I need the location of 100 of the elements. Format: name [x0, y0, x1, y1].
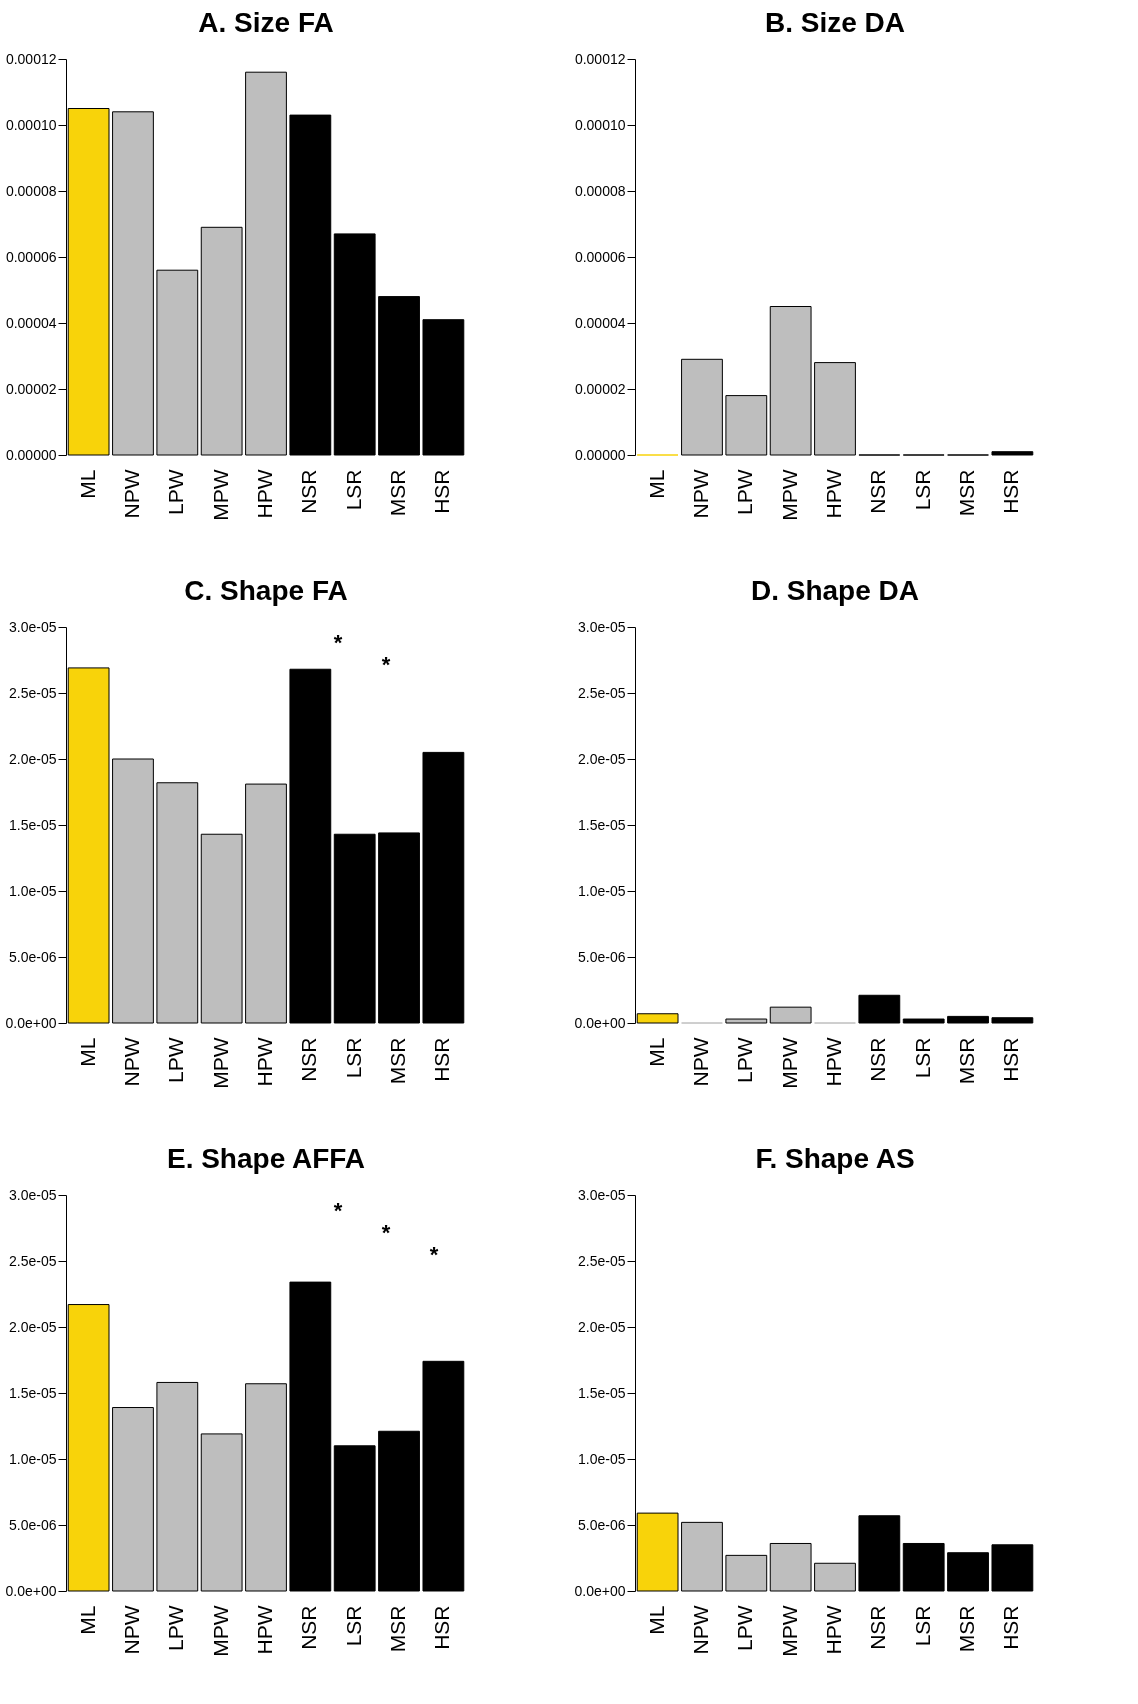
bar: [858, 994, 901, 1024]
x-tick-label: HPW: [822, 469, 845, 519]
x-tick-label: LPW: [733, 1037, 757, 1084]
bar: [245, 71, 287, 456]
y-tick-label: 5.0e-06: [578, 1516, 626, 1533]
x-tick-label: LSR: [910, 1605, 934, 1647]
x-tick-label: NPW: [688, 1605, 712, 1655]
x-tick-label: ML: [644, 469, 668, 499]
x-tick-label: MSR: [386, 469, 410, 517]
y-tick-label: 5.0e-06: [9, 948, 57, 965]
x-tick-label: MPW: [777, 1037, 801, 1089]
y-tick-label: 0.0e+00: [5, 1014, 57, 1031]
chart-title: A. Size FA: [198, 7, 334, 38]
bar: [947, 1552, 989, 1592]
bar: [681, 358, 723, 456]
x-tick-label: MPW: [208, 469, 232, 521]
x-tick-label: NSR: [866, 1605, 890, 1650]
x-tick-label: MSR: [955, 1037, 979, 1085]
y-tick-label: 2.5e-05: [578, 684, 626, 701]
bar: [333, 1445, 376, 1592]
y-tick-label: 0.00004: [574, 314, 626, 331]
x-tick-label: LSR: [910, 469, 934, 511]
x-tick-label: HPW: [822, 1037, 845, 1087]
y-tick-label: 0.00000: [574, 446, 626, 463]
x-tick-label: MSR: [386, 1605, 410, 1653]
chart-title: C. Shape FA: [184, 575, 348, 606]
x-tick-label: NPW: [119, 1605, 143, 1655]
bar: [814, 1562, 856, 1592]
bar: [200, 1433, 243, 1592]
y-tick-label: 0.0e+00: [5, 1582, 57, 1599]
y-tick-label: 1.5e-05: [9, 816, 57, 833]
y-tick-label: 0.00000: [5, 446, 57, 463]
y-tick-label: 2.5e-05: [9, 1252, 57, 1269]
x-tick-label: ML: [75, 1037, 99, 1067]
y-tick-label: 2.0e-05: [9, 750, 57, 767]
y-tick-label: 2.0e-05: [578, 1318, 626, 1335]
x-tick-label: HSR: [430, 1037, 454, 1082]
bar: [333, 233, 376, 456]
bar: [333, 833, 376, 1024]
y-tick-label: 3.0e-05: [9, 618, 57, 635]
x-tick-label: MSR: [955, 469, 979, 517]
y-tick-label: 0.0e+00: [574, 1014, 626, 1031]
bar: [991, 1017, 1034, 1024]
x-tick-label: HPW: [822, 1605, 845, 1655]
x-tick-label: ML: [75, 469, 99, 499]
bar: [112, 758, 154, 1024]
x-tick-label: HPW: [253, 1605, 276, 1655]
bar: [858, 1515, 901, 1592]
bar: [200, 226, 243, 456]
bar: [112, 1407, 154, 1592]
annotation: *: [381, 652, 391, 677]
bar: [245, 1383, 287, 1592]
x-tick-label: HSR: [999, 1605, 1023, 1650]
x-tick-label: HSR: [999, 469, 1023, 514]
x-tick-label: MPW: [777, 1605, 801, 1657]
x-tick-label: LSR: [341, 469, 365, 511]
y-tick-label: 0.00002: [574, 380, 626, 397]
x-tick-label: LPW: [164, 1037, 188, 1084]
x-tick-label: ML: [75, 1605, 99, 1635]
y-tick-label: 5.0e-06: [578, 948, 626, 965]
x-tick-label: LSR: [341, 1037, 365, 1079]
y-tick-label: 1.5e-05: [578, 1384, 626, 1401]
y-tick-label: 0.0e+00: [574, 1582, 626, 1599]
bar: [769, 1542, 812, 1592]
annotation: *: [333, 1198, 343, 1223]
bar: [902, 1018, 945, 1024]
x-tick-label: NPW: [119, 1037, 143, 1087]
x-tick-label: HSR: [430, 469, 454, 514]
x-tick-label: NPW: [688, 469, 712, 519]
x-tick-label: MPW: [208, 1037, 232, 1089]
y-tick-label: 0.00010: [574, 116, 626, 133]
y-tick-label: 0.00004: [5, 314, 57, 331]
chart-title: F. Shape AS: [755, 1143, 915, 1174]
y-tick-label: 1.0e-05: [9, 1450, 57, 1467]
annotation: *: [381, 1220, 391, 1245]
bar: [681, 1521, 723, 1592]
bar: [422, 319, 465, 456]
x-tick-label: HPW: [253, 469, 276, 519]
y-tick-label: 2.5e-05: [578, 1252, 626, 1269]
y-tick-label: 0.00010: [5, 116, 57, 133]
y-tick-label: 2.0e-05: [9, 1318, 57, 1335]
bar: [378, 1430, 420, 1592]
x-tick-label: MSR: [955, 1605, 979, 1653]
x-tick-label: NSR: [866, 1037, 890, 1082]
bar: [156, 269, 199, 456]
bar: [378, 832, 420, 1024]
bar: [200, 833, 243, 1024]
bar: [289, 114, 332, 456]
y-tick-label: 1.5e-05: [9, 1384, 57, 1401]
bar: [289, 1281, 332, 1592]
bar: [902, 1542, 945, 1592]
bar: [112, 111, 154, 456]
bar: [814, 362, 856, 456]
x-tick-label: LPW: [733, 1605, 757, 1652]
x-tick-label: HSR: [430, 1605, 454, 1650]
y-tick-label: 0.00008: [574, 182, 626, 199]
x-tick-label: NPW: [119, 469, 143, 519]
x-tick-label: LPW: [164, 1605, 188, 1652]
bar: [289, 668, 332, 1024]
bar: [769, 1006, 812, 1024]
